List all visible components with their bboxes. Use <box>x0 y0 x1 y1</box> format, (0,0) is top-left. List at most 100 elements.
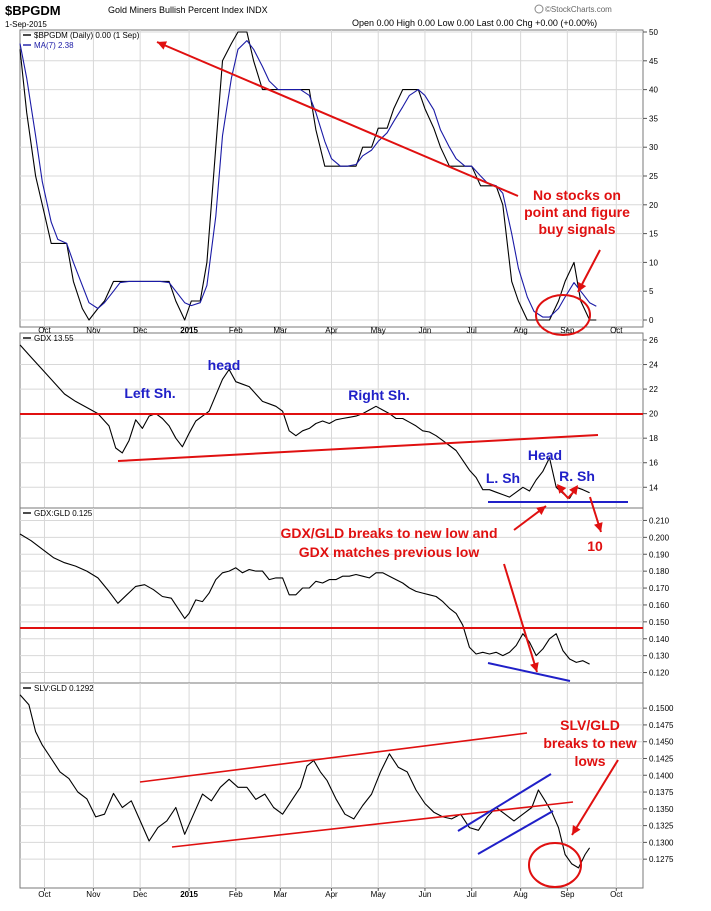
y-tick-label: 0.1275 <box>649 855 674 864</box>
y-tick-label: 0.200 <box>649 533 670 542</box>
annotation-gdx-gld-breaks: GDX matches previous low <box>299 544 480 560</box>
y-tick-label: 18 <box>649 434 658 443</box>
x-tick-label: Jul <box>467 890 477 899</box>
target-arrow-head <box>594 522 603 532</box>
panel-bpgdm: 0 5 10 15 20 25 30 35 40 45 50 $BPGDM (Daily) 0.00 … <box>19 28 658 328</box>
panel-gdx-gld: 0.120 0.130 0.140 0.150 0.160 0.170 0.180 0.190… <box>19 507 670 684</box>
y-tick-label: 0.1475 <box>649 721 674 730</box>
x-tick-label: Nov <box>86 890 100 899</box>
x-tick-label: Sep <box>560 890 575 899</box>
x-tick-label: Apr <box>325 326 338 335</box>
annotation-head-2: Head <box>528 447 562 463</box>
series-line-gdx-gld <box>19 533 590 665</box>
y-tick-label: 40 <box>649 86 658 95</box>
x-tick-label: Aug <box>514 890 528 899</box>
annotation-left-shoulder: Left Sh. <box>124 385 175 401</box>
y-tick-label: 25 <box>649 172 658 181</box>
x-tick-label: Oct <box>610 890 623 899</box>
x-tick-label: Dec <box>133 326 147 335</box>
symbol-title: $BPGDM <box>5 3 61 18</box>
y-tick-label: 20 <box>649 410 658 419</box>
annotation-no-stocks: point and figure <box>524 204 630 220</box>
y-tick-label: 0.120 <box>649 669 670 678</box>
series-line-bpgdm <box>19 31 597 321</box>
quote-readout: Open 0.00 High 0.00 Low 0.00 Last 0.00 C… <box>352 18 597 28</box>
slv-breaks-arrow <box>571 759 619 836</box>
x-tick-label: Mar <box>273 326 287 335</box>
y-tick-label: 0.180 <box>649 567 670 576</box>
x-tick-label: Aug <box>514 326 528 335</box>
y-tick-label: 30 <box>649 143 658 152</box>
legend: GDX:GLD 0.125 <box>23 509 93 518</box>
y-tick-label: 0 <box>649 316 654 325</box>
zero-circle <box>535 294 591 336</box>
x-tick-label: Oct <box>610 326 623 335</box>
annotation-no-stocks: buy signals <box>538 221 615 237</box>
annotation-slv-gld-breaks: SLV/GLD <box>560 717 620 733</box>
y-tick-label: 0.210 <box>649 516 670 525</box>
gdx-gld-new-low-line <box>487 662 571 682</box>
slv-new-low-circle <box>528 842 582 888</box>
y-tick-label: 0.140 <box>649 635 670 644</box>
y-tick-label: 50 <box>649 28 658 37</box>
annotation-r-sh: R. Sh <box>559 468 595 484</box>
y-tick-label: 24 <box>649 361 658 370</box>
series-line-gdx <box>19 344 590 499</box>
panel-gdx: 14 16 18 20 22 24 26 GDX 13.55 <box>19 332 658 509</box>
legend: GDX 13.55 <box>23 334 74 343</box>
x-axis-top: Oct Nov Dec 2015 Feb Mar Apr May Jun Jul Aug Sep Oct <box>38 326 623 335</box>
panel-slv-gld: 0.1275 0.1300 0.1325 0.1350 0.1375 0.1400 0.14… <box>19 682 674 889</box>
annotation-slv-gld-breaks: lows <box>574 753 605 769</box>
y-tick-label: 0.160 <box>649 601 670 610</box>
x-tick-label: Dec <box>133 890 147 899</box>
x-tick-label: Feb <box>229 890 243 899</box>
legend-entry: SLV:GLD 0.1292 <box>34 684 94 693</box>
y-tick-label: 0.170 <box>649 584 670 593</box>
series-line-ma7 <box>19 40 597 318</box>
logo-mark-icon <box>534 4 544 14</box>
x-tick-label: Mar <box>273 890 287 899</box>
logo-text: ©StockCharts.com <box>545 5 612 14</box>
annotation-ten: 10 <box>587 538 603 554</box>
y-tick-label: 0.1350 <box>649 805 674 814</box>
x-tick-label: 2015 <box>180 890 198 899</box>
x-tick-label: Jun <box>418 890 431 899</box>
y-tick-label: 0.1450 <box>649 738 674 747</box>
y-tick-label: 0.1325 <box>649 822 674 831</box>
downtrend-arrow <box>156 41 519 197</box>
y-tick-label: 0.1375 <box>649 788 674 797</box>
slv-breaks-arrow-head <box>572 824 581 835</box>
annotation-head: head <box>208 357 241 373</box>
x-tick-label: Oct <box>38 326 51 335</box>
annotation-no-stocks: No stocks on <box>533 187 621 203</box>
buy-signal-arrow-head <box>578 281 587 292</box>
y-tick-label: 0.1300 <box>649 838 674 847</box>
y-tick-label: 15 <box>649 230 658 239</box>
r-sh-arrow-left <box>557 484 567 494</box>
y-tick-label: 0.150 <box>649 618 670 627</box>
breaks-arrow-down <box>503 563 538 673</box>
x-tick-label: Apr <box>325 890 338 899</box>
slv-upper-channel <box>139 732 528 783</box>
index-name: Gold Miners Bullish Percent Index INDX <box>108 5 268 15</box>
x-tick-label: May <box>371 890 386 899</box>
y-tick-label: 0.1425 <box>649 754 674 763</box>
gdx-neckline <box>117 434 599 462</box>
x-tick-label: Oct <box>38 890 51 899</box>
annotation-l-sh: L. Sh <box>486 470 520 486</box>
x-tick-label: Nov <box>86 326 100 335</box>
annotation-right-shoulder: Right Sh. <box>348 387 409 403</box>
y-tick-label: 35 <box>649 114 658 123</box>
slv-rising-wedge-upper <box>457 773 552 832</box>
legend-entry: $BPGDM (Daily) 0.00 (1 Sep) <box>34 31 140 40</box>
header-date: 1-Sep-2015 <box>5 20 47 29</box>
y-tick-label: 22 <box>649 385 658 394</box>
y-tick-label: 45 <box>649 57 658 66</box>
annotation-gdx-gld-breaks: GDX/GLD breaks to new low and <box>280 525 497 541</box>
y-tick-label: 14 <box>649 483 658 492</box>
slv-lower-channel <box>171 801 574 848</box>
x-tick-label: Sep <box>560 326 575 335</box>
r-sh-arrow-right <box>569 485 578 495</box>
